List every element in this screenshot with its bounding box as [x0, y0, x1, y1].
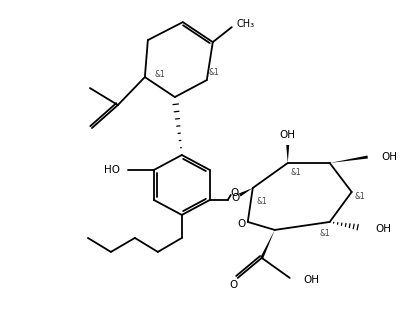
Text: &1: &1 [209, 68, 220, 77]
Text: O: O [232, 193, 240, 203]
Text: O: O [231, 188, 239, 198]
Polygon shape [239, 188, 253, 197]
Polygon shape [286, 145, 289, 163]
Text: &1: &1 [155, 69, 166, 79]
Polygon shape [260, 230, 275, 259]
Text: &1: &1 [354, 192, 365, 202]
Text: O: O [238, 219, 246, 229]
Text: &1: &1 [319, 230, 330, 238]
Text: O: O [230, 280, 238, 290]
Text: &1: &1 [257, 197, 267, 206]
Text: OH: OH [376, 224, 392, 234]
Text: &1: &1 [291, 169, 302, 178]
Polygon shape [330, 156, 368, 163]
Text: OH: OH [304, 275, 320, 285]
Text: CH₃: CH₃ [237, 19, 255, 29]
Text: HO: HO [104, 165, 120, 175]
Text: OH: OH [382, 152, 398, 162]
Text: OH: OH [280, 130, 296, 140]
